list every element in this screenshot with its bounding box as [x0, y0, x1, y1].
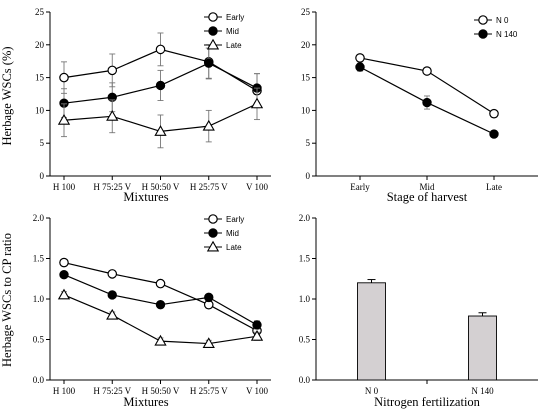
series-mid-point [107, 290, 117, 300]
series-mid-point [155, 80, 166, 91]
x-tick-label: V 100 [246, 386, 269, 396]
legend-late-marker [206, 240, 220, 252]
legend-mid-marker [208, 26, 218, 36]
panel-b-xlabel: Stage of harvest [387, 190, 468, 204]
series-mid-point [59, 270, 69, 280]
legend-late-label: Late [226, 41, 242, 50]
y-tick-label: 25 [35, 7, 45, 17]
x-tick-label: V 100 [246, 182, 269, 192]
legend-late-label: Late [226, 243, 242, 252]
legend-early-marker [208, 12, 218, 22]
series-early-point [155, 44, 166, 55]
y-tick-label: 20 [301, 40, 311, 50]
y-tick-label: 5 [40, 138, 45, 148]
x-tick-label: H 100 [53, 386, 76, 396]
series-n-140-point [355, 62, 365, 72]
y-tick-label: 25 [301, 7, 311, 17]
series-mid-point [204, 292, 214, 303]
series-late-point [57, 113, 71, 125]
series-n-0-point [422, 66, 432, 76]
series-mid-point [252, 320, 262, 330]
x-tick-label: H 25:75 V [190, 386, 228, 396]
series-late-point [154, 334, 167, 346]
y-tick-label: 0.0 [33, 375, 45, 385]
panel-d-ratio-by-nitrogen: 0.0 0.5 1.0 1.5 2.0 N 0 N 140 [299, 213, 538, 396]
y-tick-label: 10 [301, 105, 311, 115]
series-n-140-point [422, 97, 432, 108]
bar-n-0 [357, 282, 386, 381]
legend-n-0-label: N 0 [496, 16, 509, 25]
y-tick-label: 10 [35, 105, 45, 115]
x-tick-label: H 75:25 V [93, 182, 131, 192]
legend-n-140-label: N 140 [496, 30, 518, 39]
legend-mid-marker [208, 228, 218, 238]
y-tick-label: 0.5 [33, 335, 45, 345]
legend-early-label: Early [226, 13, 244, 22]
y-tick-label: 0 [40, 171, 45, 181]
series-early-point [59, 72, 69, 83]
panel-c-ylabel: Herbage WSCs to CP ratio [0, 233, 14, 367]
y-tick-label: 2.0 [299, 213, 311, 223]
series-mid-point [204, 58, 214, 68]
legend-n-0-marker [478, 15, 488, 25]
y-tick-label: 1.5 [33, 254, 45, 264]
series-late-point [57, 288, 71, 300]
series-late-point [106, 308, 119, 320]
series-early-point [107, 65, 118, 76]
panel-a-wsc-by-mixture: 0 5 10 15 20 25 H 100 H 75:25 V H 50:50 V H 25:75… [35, 7, 271, 192]
series-late-point [106, 109, 119, 121]
series-early-line [63, 261, 258, 332]
y-tick-label: 1.0 [33, 294, 45, 304]
y-tick-label: 0.0 [299, 375, 311, 385]
x-tick-label: Early [350, 182, 370, 192]
legend-n-140-marker [478, 29, 488, 39]
series-early-point [107, 269, 118, 279]
series-late-point [250, 97, 264, 109]
y-tick-label: 20 [35, 40, 45, 50]
series-late-point [202, 337, 215, 348]
series-late-point [202, 119, 215, 131]
panel-b-wsc-by-harvest: 0 5 10 15 20 25 Early Mid Late N 0 N 140 [301, 7, 538, 192]
legend-mid-label: Mid [226, 229, 239, 238]
panel-a-ylabel: Herbage WSCs (%) [0, 46, 14, 145]
y-tick-label: 1.5 [299, 254, 311, 264]
x-tick-label: H 25:75 V [190, 182, 228, 192]
x-tick-label: Late [486, 182, 502, 192]
legend-early-marker [208, 214, 218, 224]
panel-d-xlabel: Nitrogen fertilization [374, 395, 481, 409]
legend-mid-label: Mid [226, 27, 239, 36]
series-n-140-point [489, 129, 499, 139]
series-early-point [155, 278, 166, 289]
x-tick-label: H 75:25 V [93, 386, 131, 396]
y-tick-label: 15 [301, 73, 311, 83]
x-tick-label: H 100 [53, 182, 76, 192]
y-tick-label: 0.5 [299, 335, 311, 345]
y-tick-label: 5 [306, 138, 311, 148]
bar-n-140 [468, 315, 497, 381]
series-late-point [154, 125, 167, 136]
y-tick-label: 15 [35, 73, 45, 83]
y-tick-label: 1.0 [299, 294, 311, 304]
series-late-point [250, 329, 264, 341]
series-n-0-point [355, 53, 365, 63]
panel-c-ratio-by-mixture: 0.0 0.5 1.0 1.5 2.0 H 100 H 75:25 V H 50:50 V H … [33, 213, 271, 396]
series-n-0-point [489, 108, 499, 119]
y-tick-label: 0 [306, 171, 311, 181]
panel-a-xlabel: Mixtures [123, 190, 168, 204]
y-tick-label: 2.0 [33, 213, 45, 223]
series-mid-point [155, 299, 166, 310]
x-tick-label: H 50:50 V [142, 182, 180, 192]
legend-early-label: Early [226, 215, 244, 224]
x-tick-label: N 140 [471, 386, 494, 396]
panel-c-xlabel: Mixtures [123, 395, 168, 409]
x-tick-label: H 50:50 V [142, 386, 180, 396]
x-tick-label: N 0 [365, 386, 379, 396]
series-early-point [59, 257, 69, 268]
legend-late-marker [206, 38, 220, 50]
x-tick-label: Mid [419, 182, 435, 192]
